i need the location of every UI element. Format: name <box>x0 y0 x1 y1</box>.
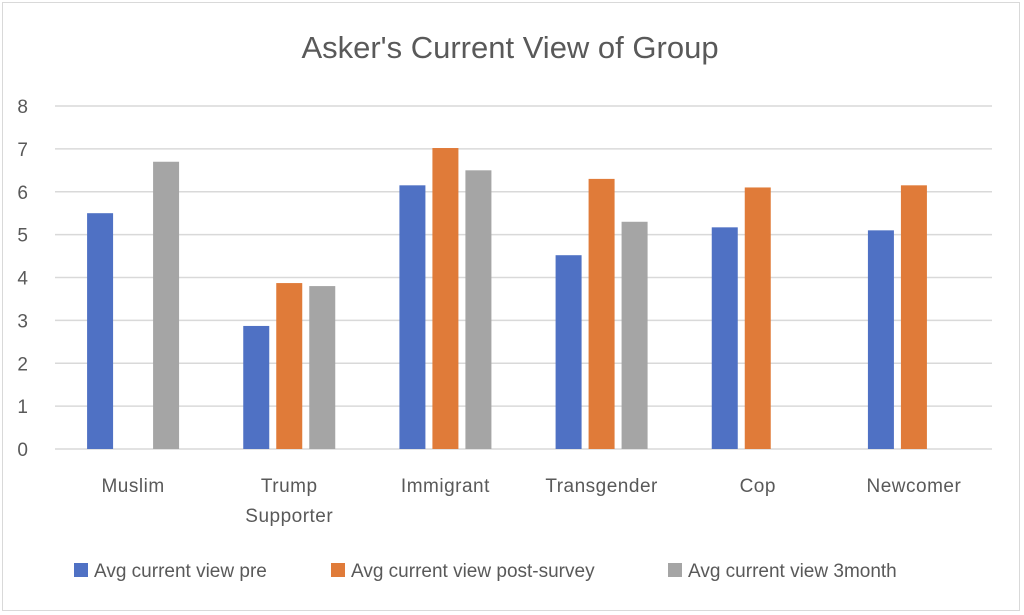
legend-swatch <box>74 563 88 577</box>
y-tick-label: 2 <box>17 354 28 375</box>
chart-title: Asker's Current View of Group <box>301 30 718 65</box>
bar <box>87 213 114 449</box>
y-axis-ticks: 0 1 2 3 4 5 6 7 8 <box>17 97 28 461</box>
x-axis-categories: Muslim Trump Supporter Immigrant Transgender… <box>101 476 962 527</box>
x-category-label-line: Cop <box>740 476 776 497</box>
y-tick-label: 5 <box>17 226 28 247</box>
legend-label: Avg current view post-survey <box>351 561 595 582</box>
gridlines <box>55 105 992 450</box>
y-tick-label: 6 <box>17 183 28 204</box>
bar <box>276 283 303 449</box>
x-category-label-line: Trump <box>261 476 318 497</box>
y-tick-label: 7 <box>17 140 28 161</box>
y-tick-label: 8 <box>17 97 28 118</box>
legend-swatch <box>668 563 682 577</box>
bar <box>621 221 648 449</box>
y-tick-label: 1 <box>17 397 28 418</box>
bar <box>555 255 582 449</box>
x-category-label: Newcomer <box>867 476 962 497</box>
y-tick-label: 3 <box>17 311 28 332</box>
bar <box>465 170 492 449</box>
x-category-label: Cop <box>740 476 776 497</box>
legend: Avg current view pre Avg current view pos… <box>74 561 897 582</box>
legend-label: Avg current view 3month <box>688 561 897 582</box>
x-category-label: Immigrant <box>401 476 490 497</box>
bar <box>867 230 894 449</box>
bar <box>900 185 927 449</box>
bars <box>87 148 927 450</box>
bar <box>711 227 738 449</box>
bar <box>243 325 270 449</box>
legend-swatch <box>331 563 345 577</box>
x-category-label: Transgender <box>545 476 658 497</box>
x-category-label-line: Newcomer <box>867 476 962 497</box>
x-category-label-line: Muslim <box>101 476 164 497</box>
bar <box>153 161 180 450</box>
bar <box>399 185 426 449</box>
x-category-label-line: Immigrant <box>401 476 490 497</box>
bar <box>432 148 459 449</box>
legend-label: Avg current view pre <box>94 561 267 582</box>
x-category-label: Muslim <box>101 476 164 497</box>
y-tick-label: 0 <box>17 440 28 461</box>
bar <box>309 286 336 449</box>
bar <box>744 187 771 449</box>
x-category-label-line: Supporter <box>245 506 333 527</box>
x-category-label-line: Transgender <box>545 476 658 497</box>
bar <box>588 178 615 449</box>
x-category-label: Trump Supporter <box>245 476 333 527</box>
y-tick-label: 4 <box>17 269 28 290</box>
